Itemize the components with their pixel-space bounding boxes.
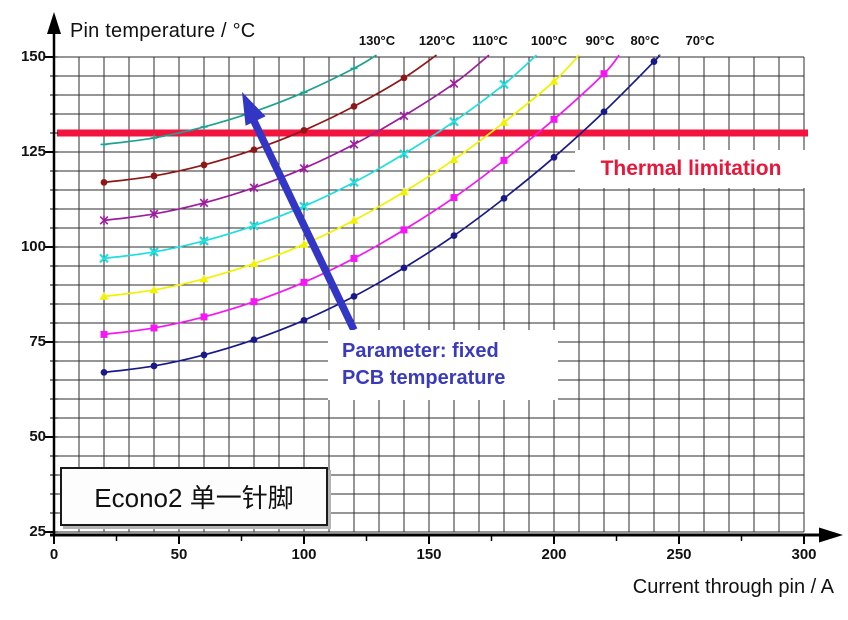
x-tick-250: 250: [666, 546, 692, 563]
curve-label-70c: 70°C: [685, 33, 715, 48]
thermal-limitation-label: Thermal limitation: [575, 150, 807, 188]
module-label-box: Econo2 单一针脚: [60, 467, 328, 526]
parameter-note: Parameter: fixed PCB temperature: [328, 330, 558, 400]
series-80c: [100, 54, 620, 338]
x-tick-0: 0: [49, 546, 59, 563]
y-tick-75: 75: [29, 333, 46, 350]
y-tick-125: 125: [20, 143, 46, 160]
series-90c: [99, 54, 580, 300]
y-tick-50: 50: [29, 428, 46, 445]
x-axis-title: Current through pin / A: [632, 576, 834, 598]
parameter-note-line2: PCB temperature: [342, 367, 506, 389]
x-tick-150: 150: [416, 546, 442, 563]
curve-label-80c: 80°C: [630, 33, 660, 48]
curve-label-110c: 110°C: [472, 33, 508, 48]
series-120c: [100, 54, 437, 186]
grid: [53, 56, 805, 533]
y-axis-title: Pin temperature / °C: [70, 20, 256, 42]
x-tick-100: 100: [291, 546, 317, 563]
module-label: Econo2 单一针脚: [94, 483, 294, 513]
series-110c: [99, 54, 490, 225]
x-tick-50: 50: [170, 546, 188, 563]
curve-label-100c: 100°C: [530, 33, 568, 48]
x-tick-200: 200: [541, 546, 567, 563]
curve-label-90c: 90°C: [585, 33, 615, 48]
x-tick-300: 300: [791, 546, 817, 563]
axes: [45, 12, 843, 544]
y-tick-25: 25: [29, 523, 46, 540]
curve-label-130c: 130°C: [358, 33, 396, 48]
parameter-note-line1: Parameter: fixed: [342, 340, 499, 362]
curve-label-120c: 120°C: [418, 33, 456, 48]
parameter-arrow: [242, 92, 358, 332]
series-100c: [99, 54, 538, 264]
y-tick-150: 150: [20, 48, 46, 65]
y-tick-100: 100: [20, 238, 46, 255]
series-70c: [100, 54, 661, 376]
